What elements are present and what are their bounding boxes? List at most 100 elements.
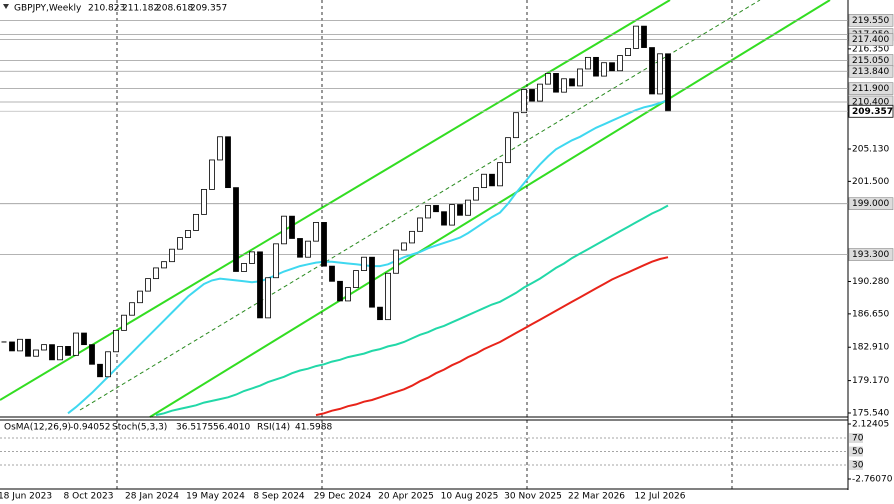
quote-low: 208.618 xyxy=(156,4,193,14)
rsi-level-label: 30 xyxy=(852,461,864,471)
level-label: 219.550 xyxy=(852,16,889,26)
y-tick-label: 175.540 xyxy=(852,408,889,418)
candle xyxy=(289,215,295,239)
y-tick-label: 201.500 xyxy=(852,177,889,187)
candle xyxy=(233,187,239,272)
candle xyxy=(9,341,15,352)
quote-high: 211.182 xyxy=(122,4,159,14)
rsi-level-label: 50 xyxy=(852,447,864,457)
candle xyxy=(521,89,527,114)
candle xyxy=(89,344,95,365)
channel-lines xyxy=(0,0,831,418)
x-tick-label: 28 Jan 2024 xyxy=(125,492,179,502)
candle xyxy=(297,238,303,258)
y-tick-label: 205.130 xyxy=(852,144,889,154)
y-tick-label: 2.12405 xyxy=(852,420,889,430)
x-tick-label: 29 Dec 2024 xyxy=(314,492,372,502)
candle xyxy=(137,290,143,304)
indicator-readout: 56.4010 xyxy=(213,423,250,433)
rsi-level-label: 70 xyxy=(852,434,864,444)
moving-average xyxy=(155,204,669,417)
y-tick-label: 216.350 xyxy=(852,44,889,54)
candle xyxy=(417,217,423,232)
candle xyxy=(241,263,247,272)
indicator-readout: 36.5175 xyxy=(176,423,213,433)
candle xyxy=(497,162,503,187)
candle xyxy=(561,78,567,93)
candle xyxy=(545,73,551,85)
candle xyxy=(113,329,119,353)
candle xyxy=(569,78,575,87)
candle xyxy=(401,242,407,251)
candle xyxy=(305,240,311,258)
candle xyxy=(145,278,151,292)
candle xyxy=(609,62,615,72)
y-tick-label: 190.280 xyxy=(852,277,889,287)
candle xyxy=(65,346,71,356)
last-price-box xyxy=(848,104,894,118)
indicator-readout: -0.94052 xyxy=(70,423,110,433)
candle xyxy=(505,137,511,164)
y-tick-label: 186.650 xyxy=(852,309,889,319)
candle xyxy=(121,314,127,331)
candle xyxy=(601,62,607,77)
candle xyxy=(153,267,159,280)
candle xyxy=(257,251,263,319)
candle xyxy=(169,248,175,263)
candle xyxy=(105,351,111,378)
candle xyxy=(369,256,375,308)
x-tick-label: 8 Oct 2023 xyxy=(64,492,114,502)
level-label-box xyxy=(848,33,894,46)
candle xyxy=(537,83,543,102)
candle xyxy=(25,338,31,357)
rsi-level-box xyxy=(849,433,863,443)
indicator-readout: RSI(14) xyxy=(257,423,290,433)
candle xyxy=(353,270,359,288)
x-tick-label: 12 Jul 2026 xyxy=(635,492,686,502)
candle xyxy=(97,363,103,378)
channel-middle xyxy=(79,0,761,411)
level-label: 199.000 xyxy=(852,199,889,209)
indicator-readout: Stoch(5,3,3) xyxy=(112,423,167,433)
level-label: 193.300 xyxy=(852,250,889,260)
candle xyxy=(201,189,207,215)
candle xyxy=(433,205,439,213)
candle xyxy=(441,211,447,226)
candle xyxy=(361,256,367,271)
candle xyxy=(529,89,535,102)
candle xyxy=(641,25,647,48)
candle xyxy=(185,230,191,238)
symbol-icon xyxy=(3,4,9,9)
level-label-box xyxy=(848,64,894,78)
x-tick-label: 30 Nov 2025 xyxy=(504,492,562,502)
candle xyxy=(425,205,431,219)
candle xyxy=(209,159,215,190)
candle xyxy=(585,56,591,70)
rsi-level-box xyxy=(849,460,863,470)
indicator-readout: 41.5988 xyxy=(295,423,332,433)
candle xyxy=(265,277,271,319)
candle xyxy=(313,222,319,242)
x-tick-label: 22 Mar 2026 xyxy=(568,492,625,502)
candle xyxy=(33,349,39,357)
candle xyxy=(393,249,399,274)
candle xyxy=(57,346,63,361)
candle xyxy=(481,173,487,189)
candle xyxy=(409,230,415,244)
candle xyxy=(665,53,671,112)
candle xyxy=(337,280,343,302)
candle xyxy=(577,68,583,87)
candle xyxy=(273,243,279,279)
candle xyxy=(617,55,623,72)
candle xyxy=(457,204,463,216)
candle xyxy=(49,344,55,361)
level-label-box xyxy=(848,197,894,210)
last-price-label: 209.357 xyxy=(852,107,893,117)
candle xyxy=(281,215,287,245)
x-tick-label: 20 Apr 2025 xyxy=(378,492,434,502)
candle xyxy=(161,261,167,269)
candle xyxy=(489,173,495,187)
quote-close: 209.357 xyxy=(190,4,227,14)
channel-lower xyxy=(149,0,831,418)
